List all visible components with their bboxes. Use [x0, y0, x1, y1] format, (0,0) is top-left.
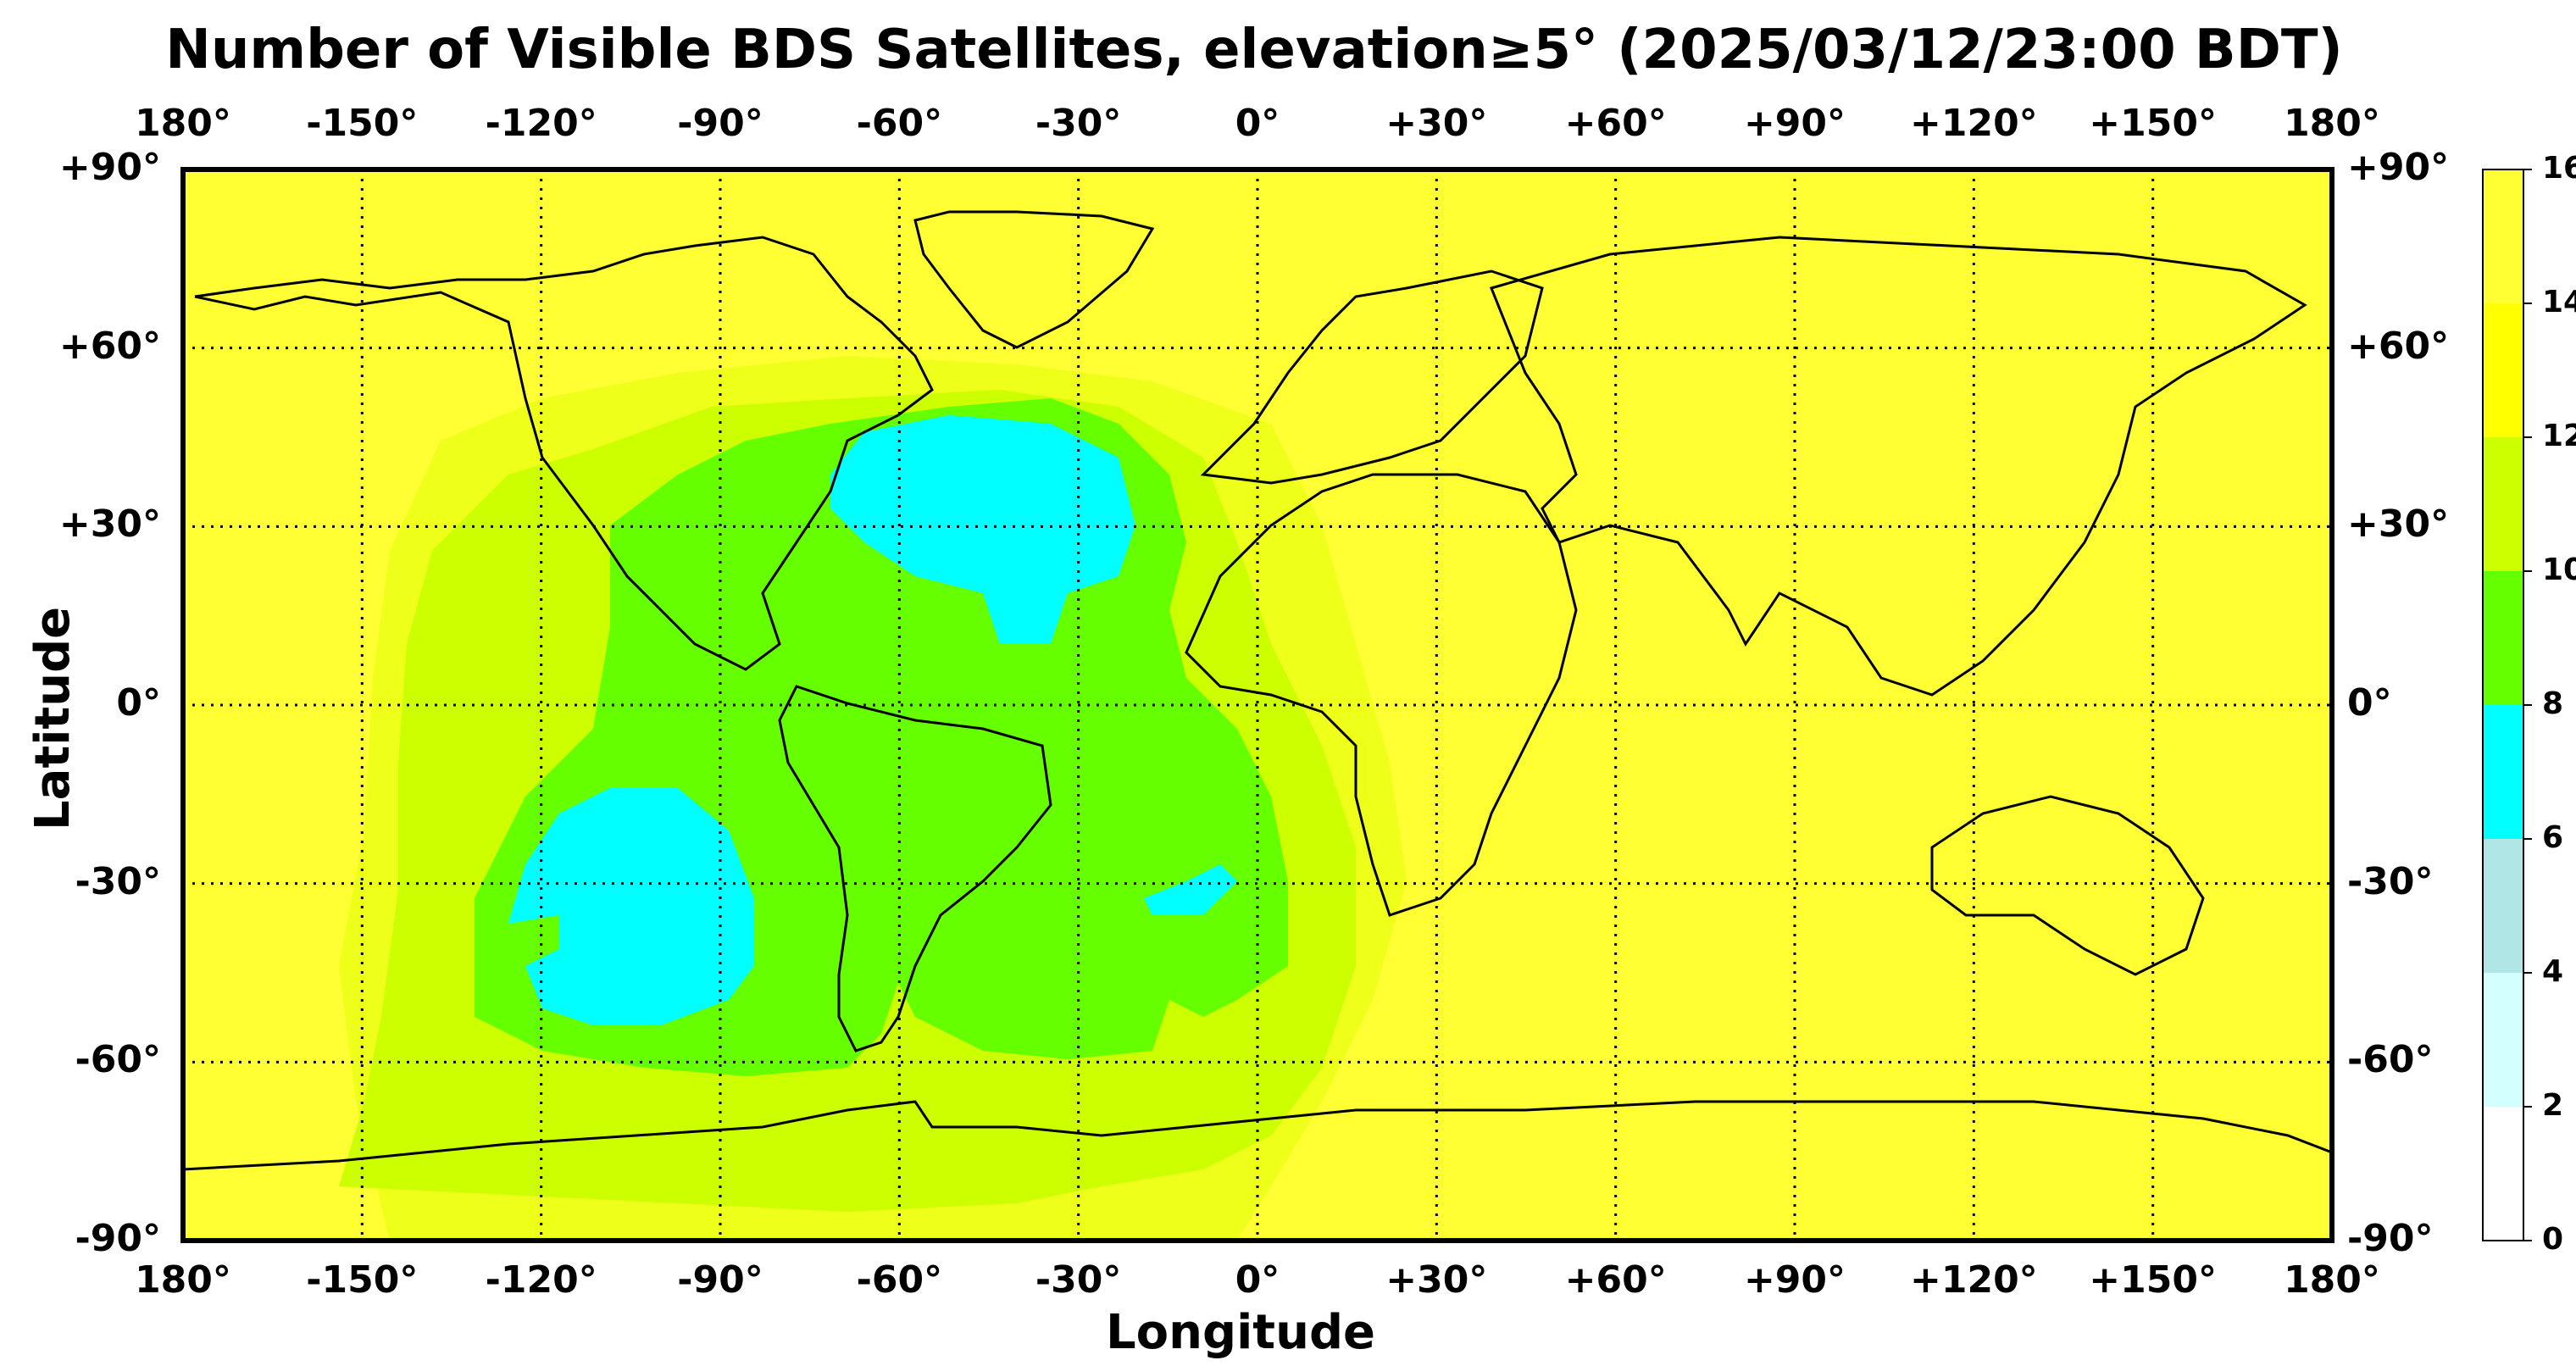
colorbar-tick-label: 10	[2542, 553, 2576, 587]
y-axis-label: Latitude	[25, 606, 80, 830]
colorbar-segment	[2483, 571, 2523, 705]
colorbar-segment	[2483, 839, 2523, 973]
lon-tick-bottom: +120°	[1909, 1258, 2038, 1302]
lat-tick-left: +60°	[58, 324, 161, 368]
coastline-north-america	[194, 236, 934, 671]
coastline-greenland	[913, 210, 1155, 349]
coastline-asia	[1489, 236, 2307, 697]
lon-tick-bottom: -150°	[306, 1258, 419, 1302]
lon-tick-top: -120°	[485, 102, 597, 145]
colorbar-tick-label: 2	[2542, 1088, 2564, 1123]
coastline-africa	[1185, 473, 1578, 917]
colorbar-segment	[2483, 705, 2523, 839]
lat-tick-right: -60°	[2347, 1038, 2434, 1082]
colorbar-segment	[2483, 437, 2523, 571]
lon-tick-bottom: +90°	[1743, 1258, 1846, 1302]
lon-tick-top: -150°	[306, 102, 419, 145]
field-level-7-south-pacific	[508, 788, 754, 1025]
lat-tick-right: +30°	[2347, 503, 2450, 547]
lon-tick-bottom: +30°	[1385, 1258, 1488, 1302]
plot-frame	[180, 167, 2334, 1243]
lat-tick-left: -60°	[75, 1038, 162, 1082]
lat-tick-left: -90°	[75, 1217, 162, 1260]
coastlines	[183, 210, 2332, 1171]
lat-tick-left: +30°	[58, 503, 161, 547]
lon-tick-bottom: -90°	[677, 1258, 763, 1302]
gridlines	[183, 169, 2332, 1241]
colorbar-segment	[2483, 169, 2523, 303]
lon-tick-bottom: -120°	[485, 1258, 597, 1302]
colorbar-tick-label: 8	[2542, 686, 2564, 721]
coastline-europe	[1200, 269, 1544, 485]
colorbar-tick-label: 6	[2542, 820, 2564, 855]
field-level-7-south-atlantic	[1144, 864, 1237, 915]
lat-tick-right: -30°	[2347, 859, 2434, 903]
colorbar-segment	[2483, 1107, 2523, 1241]
colorbar-tick-label: 14	[2542, 285, 2576, 319]
x-axis-label: Longitude	[1106, 1305, 1376, 1360]
colorbar-tick-label: 0	[2542, 1222, 2564, 1257]
lon-tick-bottom: +60°	[1564, 1258, 1667, 1302]
colorbar-segment	[2483, 973, 2523, 1107]
lat-tick-right: 0°	[2347, 681, 2392, 725]
lon-tick-top: 180°	[2284, 102, 2380, 145]
coastline-australia	[1930, 795, 2205, 976]
lat-tick-left: 0°	[116, 681, 161, 725]
lon-tick-top: +30°	[1385, 102, 1488, 145]
colorbar-tick-label: 16	[2542, 151, 2576, 186]
lon-tick-top: -30°	[1035, 102, 1122, 145]
lon-tick-bottom: 0°	[1235, 1258, 1280, 1302]
lon-tick-top: +150°	[2089, 102, 2218, 145]
lon-tick-top: +90°	[1743, 102, 1846, 145]
lon-tick-top: +120°	[1909, 102, 2038, 145]
lon-tick-bottom: 180°	[2284, 1258, 2380, 1302]
coastline-antarctica	[183, 1100, 2332, 1171]
colorbar-segment	[2483, 303, 2523, 437]
lat-tick-left: +90°	[58, 146, 161, 189]
colorbar	[2482, 169, 2532, 1241]
lon-tick-bottom: -60°	[856, 1258, 943, 1302]
lon-tick-bottom: -30°	[1035, 1258, 1122, 1302]
field-level-7-north-atlantic	[830, 415, 1135, 644]
lon-tick-top: -90°	[677, 102, 763, 145]
lat-tick-right: +90°	[2347, 146, 2450, 189]
lon-tick-top: +60°	[1564, 102, 1667, 145]
colorbar-tick-label: 4	[2542, 954, 2564, 989]
colorbar-tick-label: 12	[2542, 419, 2576, 453]
lon-tick-top: 0°	[1235, 102, 1280, 145]
chart-title: Number of Visible BDS Satellites, elevat…	[165, 19, 2343, 81]
lon-tick-top: 180°	[135, 102, 231, 145]
lon-tick-top: -60°	[856, 102, 943, 145]
lat-tick-right: -90°	[2347, 1217, 2434, 1260]
lat-tick-left: -30°	[75, 859, 162, 903]
lat-tick-right: +60°	[2347, 324, 2450, 368]
lon-tick-bottom: +150°	[2089, 1258, 2218, 1302]
coastline-south-america	[778, 685, 1052, 1052]
lon-tick-bottom: 180°	[135, 1258, 231, 1302]
